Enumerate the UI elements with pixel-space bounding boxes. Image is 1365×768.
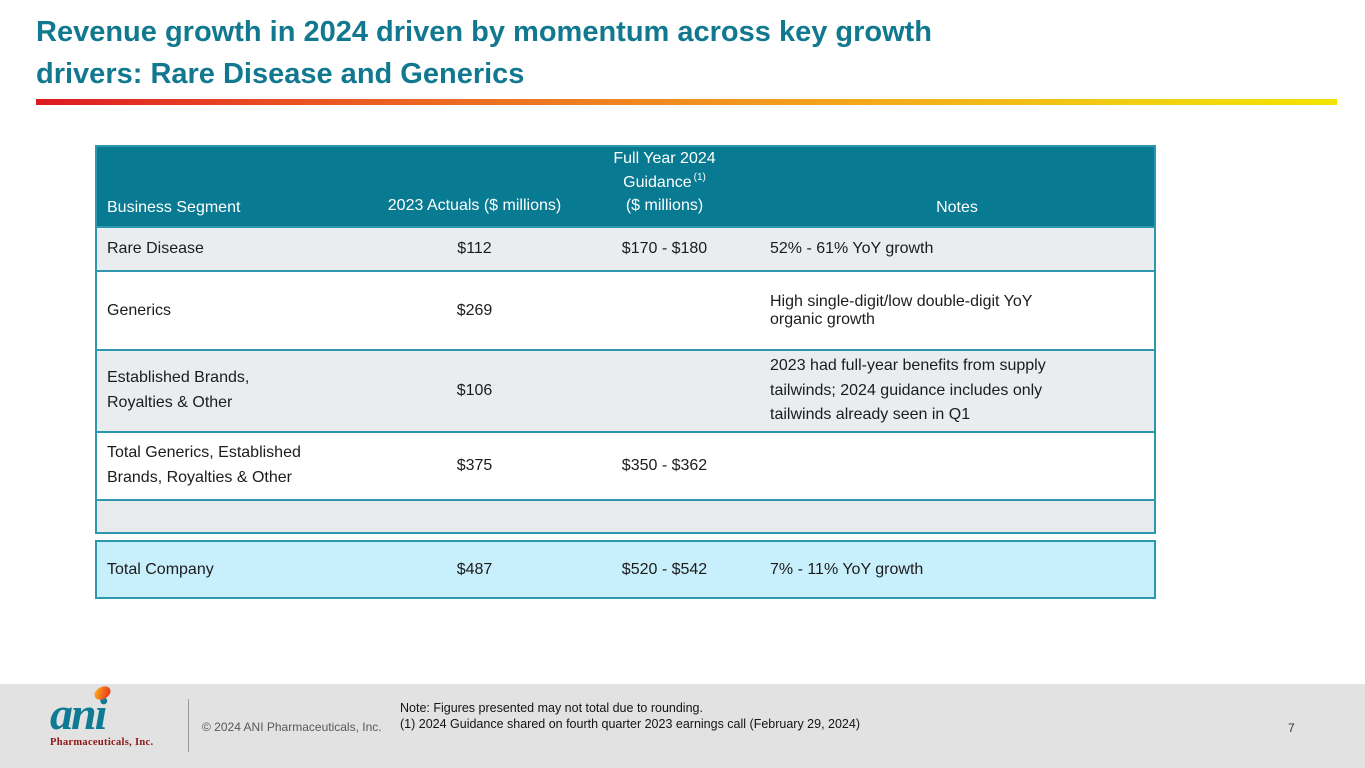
ani-logo-subtext: Pharmaceuticals, Inc. [50, 737, 154, 748]
actuals-cell: $106 [456, 381, 493, 399]
guidance-header-line1: Full Year 2024 [613, 150, 716, 168]
actuals-cell: $487 [456, 560, 493, 578]
table-row-established-brands: Established Brands, Royalties & Other $1… [95, 351, 1156, 433]
table-row-total-company: Total Company $487 $520 - $542 7% - 11% … [95, 540, 1156, 599]
guidance-cell: $350 - $362 [621, 456, 708, 474]
segment-cell: Established Brands, Royalties & Other [107, 369, 250, 411]
notes-cell: 2023 had full-year benefits from supply … [770, 356, 1046, 424]
actuals-cell: $112 [457, 240, 492, 257]
slide-title: Revenue growth in 2024 driven by momentu… [36, 16, 933, 90]
segment-cell: Rare Disease [107, 240, 204, 257]
footnotes: Note: Figures presented may not total du… [400, 700, 860, 732]
footer-divider [188, 699, 189, 752]
title-accent-bar [36, 99, 1337, 105]
actuals-cell: $269 [456, 301, 493, 319]
actuals-cell: $375 [456, 456, 493, 474]
page-number: 7 [1288, 721, 1295, 735]
ani-logo: ani Pharmaceuticals, Inc. [50, 683, 180, 748]
table-row-generics: Generics $269 High single-digit/low doub… [95, 272, 1156, 351]
footer: ani Pharmaceuticals, Inc. © 2024 ANI Pha… [0, 683, 1365, 768]
guidance-cell [562, 272, 767, 349]
ani-logo-wordmark: ani [50, 683, 114, 737]
table-header-row: Business Segment 2023 Actuals ($ million… [95, 145, 1156, 228]
guidance-header-line3: ($ millions) [625, 196, 704, 214]
notes-cell [767, 433, 1154, 499]
segment-cell: Generics [107, 301, 172, 319]
segment-cell: Total Generics, Established Brands, Roya… [107, 444, 301, 486]
guidance-cell: $520 - $542 [621, 560, 708, 578]
guidance-footnote-marker: (1) [693, 172, 706, 184]
table-spacer-row [95, 501, 1156, 534]
notes-cell: 7% - 11% YoY growth [770, 560, 924, 578]
revenue-table: Business Segment 2023 Actuals ($ million… [95, 145, 1156, 599]
segment-cell: Total Company [107, 560, 214, 578]
col-header-notes: Notes [936, 199, 978, 216]
footnote-rounding: Note: Figures presented may not total du… [400, 701, 703, 715]
footnote-guidance: (1) 2024 Guidance shared on fourth quart… [400, 717, 861, 731]
guidance-header-line2: Guidance [623, 173, 692, 191]
copyright-text: © 2024 ANI Pharmaceuticals, Inc. [202, 720, 382, 734]
col-header-business-segment: Business Segment [107, 199, 241, 216]
col-header-2023-actuals: 2023 Actuals ($ millions) [387, 196, 562, 214]
guidance-cell: $170 - $180 [621, 240, 708, 257]
table-row-total-generics: Total Generics, Established Brands, Roya… [95, 433, 1156, 501]
col-header-guidance: Full Year 2024 Guidance (1) ($ millions) [562, 147, 767, 226]
notes-cell: High single-digit/low double-digit YoY o… [770, 292, 1033, 328]
table-row-rare-disease: Rare Disease $112 $170 - $180 52% - 61% … [95, 228, 1156, 272]
guidance-cell [562, 351, 767, 431]
notes-cell: 52% - 61% YoY growth [770, 240, 934, 257]
